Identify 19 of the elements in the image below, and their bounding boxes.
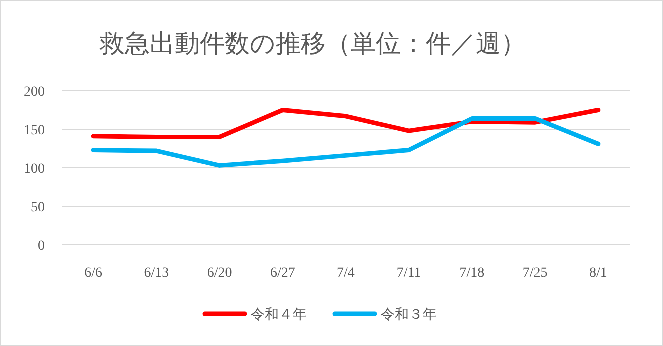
x-tick-label: 7/4 [337, 266, 355, 281]
x-tick-label: 6/20 [207, 266, 232, 281]
x-tick-label: 6/6 [84, 266, 102, 281]
x-tick-label: 7/18 [460, 266, 485, 281]
line-series [91, 116, 601, 168]
y-tick-label: 200 [24, 85, 45, 100]
x-tick-label: 7/25 [522, 266, 548, 281]
legend-label: 令和３年 [381, 307, 437, 323]
legend-label: 令和４年 [251, 307, 307, 323]
x-tick-label: 6/27 [270, 266, 296, 281]
y-tick-label: 100 [24, 162, 45, 177]
x-tick-label: 6/13 [144, 266, 170, 281]
y-tick-label: 150 [24, 124, 45, 138]
x-tick-label: 7/11 [396, 266, 422, 281]
x-tick-label: 8/1 [590, 266, 608, 281]
y-tick-label: 0 [38, 239, 45, 254]
y-tick-label: 50 [31, 200, 45, 216]
line-series [91, 108, 601, 140]
chart-title: 救急出動件数の推移（単位：件／週） [99, 31, 526, 58]
